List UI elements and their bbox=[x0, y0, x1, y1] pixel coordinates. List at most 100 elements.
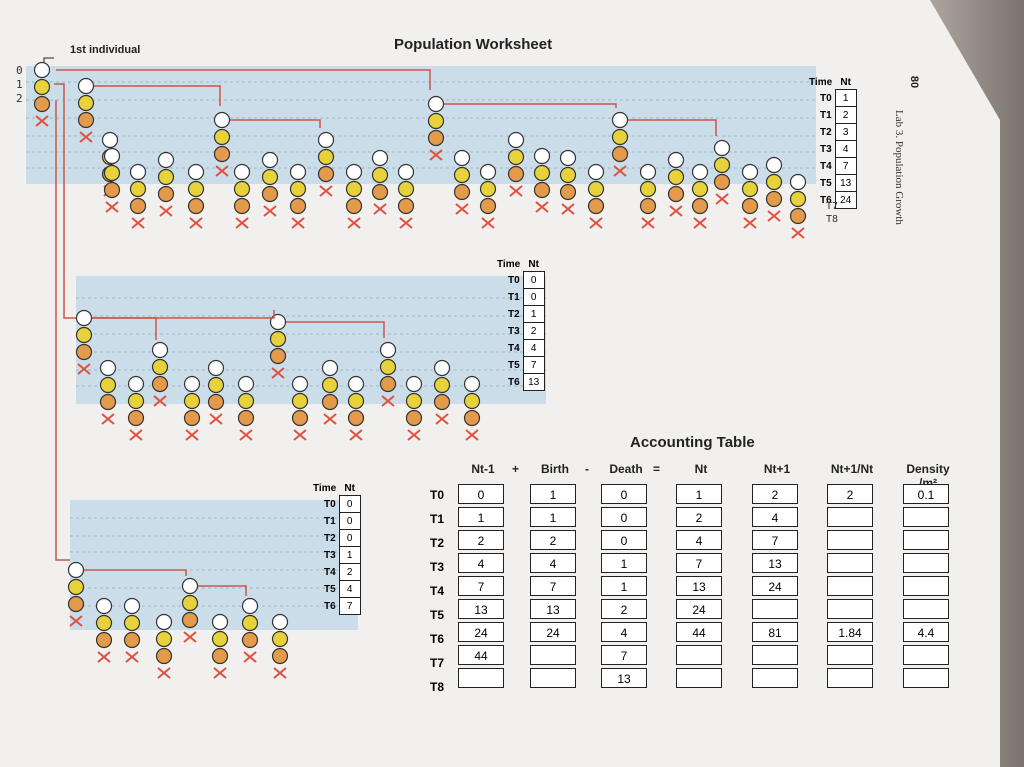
individual-circle bbox=[95, 614, 113, 632]
death-mark bbox=[239, 429, 253, 441]
time-table-row: T2 0 bbox=[310, 529, 361, 547]
death-mark bbox=[35, 115, 49, 127]
death-mark bbox=[455, 203, 469, 215]
individual-circle bbox=[507, 165, 525, 183]
accounting-cell bbox=[903, 507, 949, 527]
individual-circle bbox=[667, 168, 685, 186]
individual-circle bbox=[741, 163, 759, 181]
individual-circle bbox=[187, 197, 205, 215]
individual-circle bbox=[463, 392, 481, 410]
time-label: T4 bbox=[324, 566, 336, 578]
nt-value: 2 bbox=[522, 322, 545, 340]
accounting-cell: 2 bbox=[601, 599, 647, 619]
accounting-cell: 0 bbox=[601, 530, 647, 550]
death-mark bbox=[131, 217, 145, 229]
nt-value: 13 bbox=[834, 174, 857, 192]
individual-circle bbox=[317, 131, 335, 149]
accounting-cell bbox=[827, 530, 873, 550]
death-mark bbox=[159, 205, 173, 217]
branch-arrow bbox=[54, 83, 78, 319]
individual-circle bbox=[211, 647, 229, 665]
individual-circle bbox=[291, 409, 309, 427]
individual-circle bbox=[317, 165, 335, 183]
nt-value: 4 bbox=[522, 339, 545, 357]
individual-circle bbox=[291, 392, 309, 410]
death-mark bbox=[293, 429, 307, 441]
branch-arrow bbox=[55, 100, 70, 561]
death-mark bbox=[185, 429, 199, 441]
death-mark bbox=[481, 217, 495, 229]
individual-circle bbox=[587, 163, 605, 181]
death-mark bbox=[263, 205, 277, 217]
accounting-cell bbox=[676, 668, 722, 688]
time-label: T6 bbox=[508, 376, 520, 388]
accounting-cell: 0.1 bbox=[903, 484, 949, 504]
death-mark bbox=[743, 217, 757, 229]
individual-circle bbox=[67, 561, 85, 579]
individual-circle bbox=[77, 77, 95, 95]
death-mark bbox=[347, 217, 361, 229]
branch-arrow bbox=[94, 85, 221, 106]
individual-circle bbox=[33, 78, 51, 96]
time-table-row: T6 24 bbox=[806, 191, 857, 209]
accounting-operator: = bbox=[653, 462, 661, 476]
individual-circle bbox=[233, 163, 251, 181]
individual-circle bbox=[95, 597, 113, 615]
individual-circle bbox=[667, 151, 685, 169]
accounting-cell: 2 bbox=[530, 530, 576, 550]
time-label: T2 bbox=[820, 126, 832, 138]
page-title: Population Worksheet bbox=[394, 36, 553, 53]
individual-circle bbox=[533, 164, 551, 182]
time-label: T1 bbox=[820, 109, 832, 121]
accounting-cell: 0 bbox=[601, 484, 647, 504]
individual-circle bbox=[211, 613, 229, 631]
accounting-cell: 1.84 bbox=[827, 622, 873, 642]
death-mark bbox=[349, 429, 363, 441]
time-table-row: T0 0 bbox=[310, 495, 361, 513]
individual-circle bbox=[151, 341, 169, 359]
death-mark bbox=[535, 201, 549, 213]
handwritten-extra-times: T7 T8 bbox=[826, 201, 839, 225]
time-table-row: T4 7 bbox=[806, 157, 857, 175]
accounting-row-label: T8 bbox=[430, 680, 445, 694]
individual-circle bbox=[765, 190, 783, 208]
individual-circle bbox=[269, 313, 287, 331]
death-mark bbox=[153, 395, 167, 407]
death-mark bbox=[243, 651, 257, 663]
death-mark bbox=[273, 667, 287, 679]
time-table-row: T4 4 bbox=[494, 339, 545, 357]
individual-circle bbox=[289, 197, 307, 215]
individual-circle bbox=[347, 392, 365, 410]
individual-circle bbox=[453, 166, 471, 184]
time-label: T5 bbox=[820, 177, 832, 189]
individual-circle bbox=[207, 359, 225, 377]
time-label: T6 bbox=[820, 194, 832, 206]
individual-circle bbox=[151, 375, 169, 393]
accounting-cell bbox=[827, 599, 873, 619]
accounting-cell: 7 bbox=[676, 553, 722, 573]
individual-circle bbox=[207, 376, 225, 394]
individual-circle bbox=[95, 631, 113, 649]
nt-value: 1 bbox=[522, 305, 545, 323]
individual-circle bbox=[183, 392, 201, 410]
individual-circle bbox=[129, 197, 147, 215]
individual-circle bbox=[405, 409, 423, 427]
accounting-cell: 1 bbox=[530, 484, 576, 504]
individual-circle bbox=[237, 375, 255, 393]
nt-value: 7 bbox=[834, 157, 857, 175]
individual-circle bbox=[187, 180, 205, 198]
individual-circle bbox=[123, 614, 141, 632]
individual-circle bbox=[101, 131, 119, 149]
accounting-cell bbox=[903, 645, 949, 665]
time-table-1: Time Nt T0 1 T1 2 T2 3 T3 4 T4 7 T5 13 T6 24 bbox=[806, 76, 857, 209]
branch-arrow bbox=[56, 69, 431, 90]
individual-circle bbox=[667, 185, 685, 203]
tree-band-3 bbox=[70, 500, 358, 630]
individual-circle bbox=[533, 147, 551, 165]
death-mark bbox=[767, 210, 781, 222]
accounting-cell: 1 bbox=[530, 507, 576, 527]
death-mark bbox=[77, 363, 91, 375]
death-mark bbox=[465, 429, 479, 441]
individual-circle bbox=[157, 151, 175, 169]
individual-circle bbox=[559, 183, 577, 201]
